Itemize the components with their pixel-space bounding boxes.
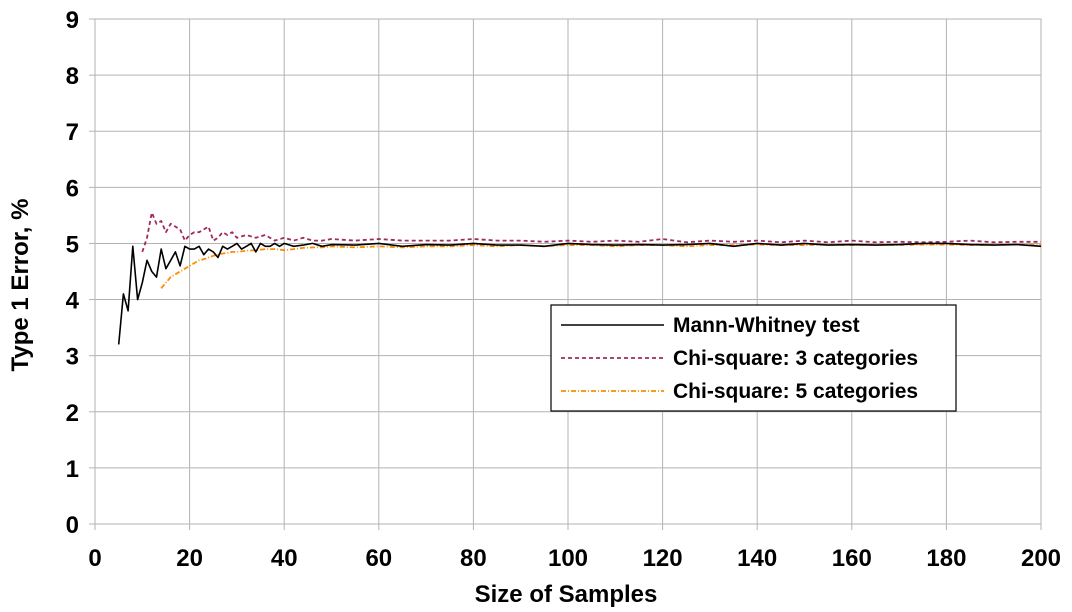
x-axis-ticks: 0 20 40 60 80 100 120 140 160 180 200	[88, 524, 1061, 572]
y-tick-label: 3	[66, 344, 79, 371]
legend-item-mann-whitney: Mann-Whitney test	[561, 314, 860, 337]
y-axis-ticks: 0 1 2 3 4 5 6 7 8 9	[66, 7, 95, 539]
legend-label-chi-square-3: Chi-square: 3 categories	[673, 347, 918, 370]
legend: Mann-Whitney test Chi-square: 3 categori…	[550, 304, 957, 412]
y-tick-label: 1	[66, 456, 79, 483]
x-tick-label: 0	[88, 545, 101, 572]
y-tick-label: 8	[66, 63, 79, 90]
x-tick-label: 160	[832, 545, 872, 572]
x-tick-label: 200	[1021, 545, 1061, 572]
y-axis-title: Type 1 Error, %	[7, 199, 34, 372]
series-layer	[117, 211, 1042, 345]
series-line-chi-square-5-categories	[160, 243, 1041, 289]
legend-item-chi-square-3: Chi-square: 3 categories	[561, 347, 918, 370]
x-axis-title: Size of Samples	[475, 581, 658, 608]
x-tick-label: 40	[271, 545, 298, 572]
y-tick-label: 2	[66, 400, 79, 427]
y-tick-label: 0	[66, 512, 79, 539]
series-line-chi-square-3-categories	[141, 211, 1041, 253]
x-tick-label: 180	[926, 545, 966, 572]
series-line-mann-whitney-test	[117, 242, 1042, 345]
x-tick-label: 60	[365, 545, 392, 572]
y-tick-label: 7	[66, 119, 79, 146]
x-tick-label: 120	[643, 545, 683, 572]
gridlines	[94, 18, 1042, 525]
legend-label-chi-square-5: Chi-square: 5 categories	[673, 380, 918, 403]
y-tick-label: 5	[66, 231, 79, 258]
legend-label-mann-whitney: Mann-Whitney test	[673, 314, 860, 337]
x-tick-label: 80	[460, 545, 487, 572]
legend-item-chi-square-5: Chi-square: 5 categories	[561, 380, 918, 403]
x-tick-label: 140	[737, 545, 777, 572]
x-tick-label: 20	[176, 545, 203, 572]
y-tick-label: 9	[66, 7, 79, 34]
x-tick-label: 100	[548, 545, 588, 572]
y-tick-label: 6	[66, 175, 79, 202]
y-tick-label: 4	[66, 288, 80, 315]
